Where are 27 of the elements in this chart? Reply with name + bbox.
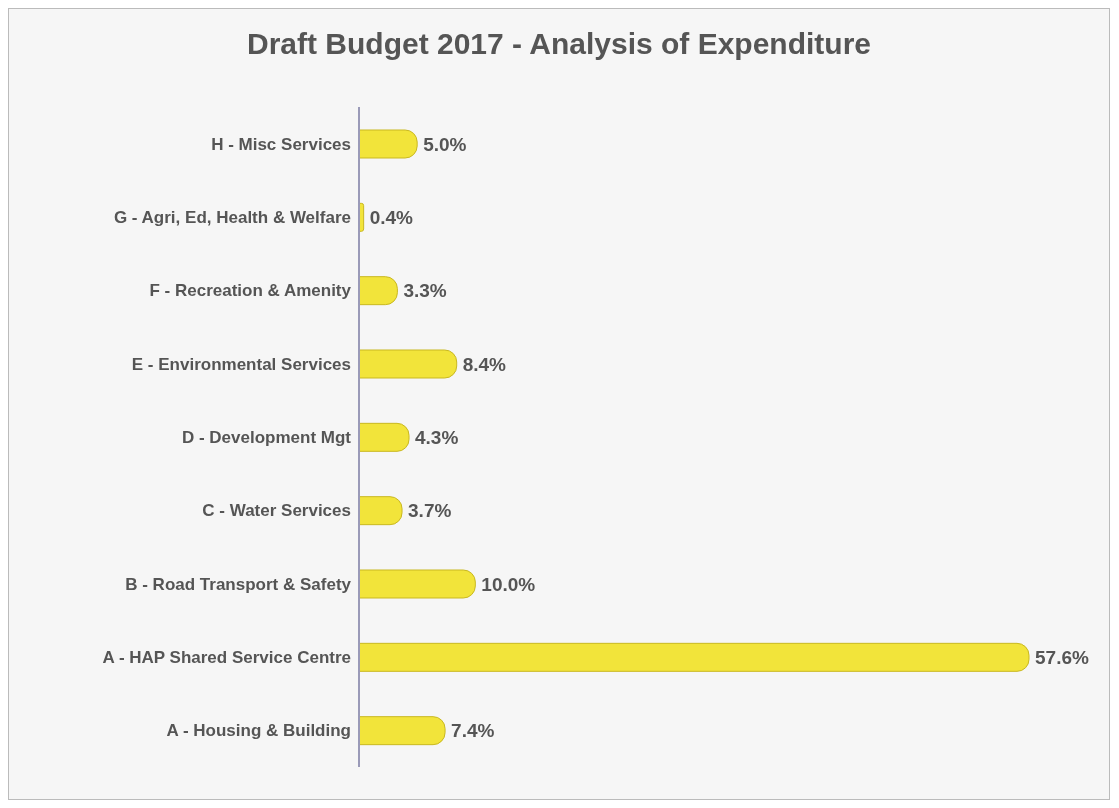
y-tick-label: E - Environmental Services	[131, 354, 351, 374]
bar	[358, 422, 410, 452]
bar	[358, 349, 458, 379]
bar	[358, 129, 418, 159]
y-tick-label: A - HAP Shared Service Centre	[102, 648, 351, 668]
y-tick-label: D - Development Mgt	[181, 428, 352, 448]
data-label: 57.6%	[1035, 647, 1089, 669]
data-label: 8.4%	[462, 353, 507, 375]
bar	[358, 642, 1030, 672]
bar	[358, 496, 403, 526]
y-tick-label: B - Road Transport & Safety	[125, 574, 352, 594]
chart-title: Draft Budget 2017 - Analysis of Expenditure	[246, 26, 872, 62]
y-tick-label: A - Housing & Building	[166, 721, 351, 741]
data-label: 3.3%	[403, 280, 447, 302]
bar	[358, 716, 446, 746]
data-label: 5.0%	[423, 133, 467, 155]
data-label: 7.4%	[451, 720, 495, 742]
data-label: 10.0%	[481, 573, 536, 595]
y-tick-label: G - Agri, Ed, Health & Welfare	[113, 208, 351, 228]
bar	[358, 276, 398, 306]
data-label: 0.4%	[369, 207, 414, 229]
data-label: 4.3%	[415, 427, 459, 449]
data-label: 3.7%	[408, 500, 452, 522]
bar	[358, 569, 476, 599]
y-tick-label: F - Recreation & Amenity	[149, 281, 352, 301]
y-tick-label: C - Water Services	[202, 501, 351, 521]
y-tick-label: H - Misc Services	[211, 134, 351, 154]
